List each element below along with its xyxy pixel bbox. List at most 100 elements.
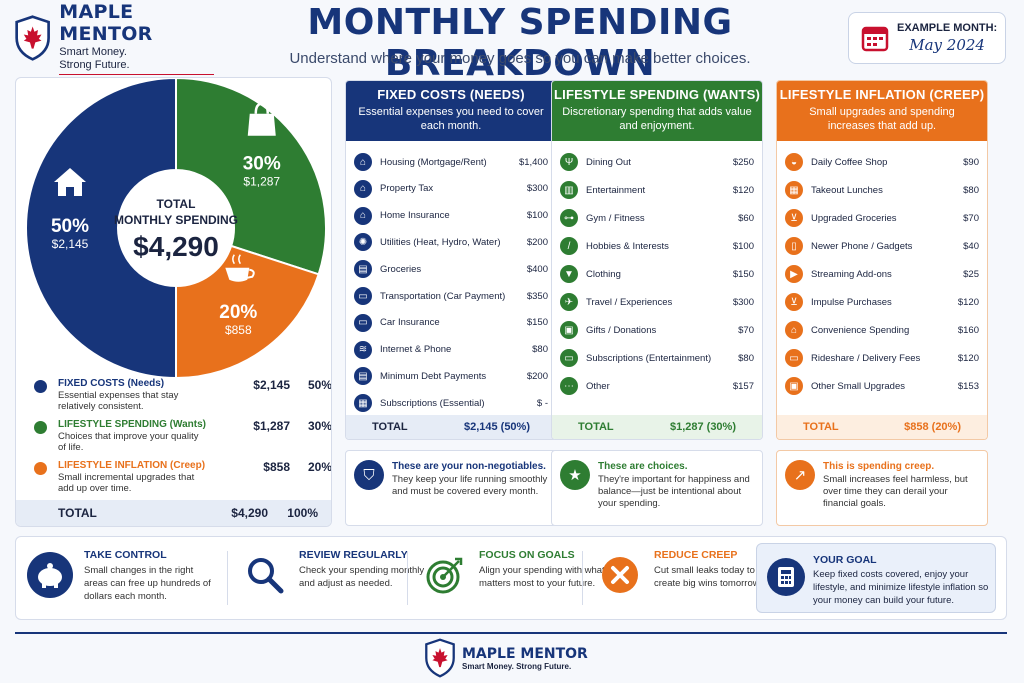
- item-value: $40: [963, 240, 979, 252]
- item-value: $80: [738, 352, 754, 364]
- item-value: $100: [732, 240, 754, 252]
- shirt-icon: ▼: [560, 265, 578, 283]
- total-percent: 100%: [287, 506, 318, 520]
- tip-divider: [227, 551, 228, 605]
- item-name: Transportation (Car Payment): [380, 290, 506, 302]
- item-value: $200: [526, 236, 548, 248]
- tip-item: REVIEW REGULARLY Check your spending mont…: [241, 545, 431, 611]
- list-item: ⋯ Other $157: [560, 375, 754, 397]
- note-text: They keep your life running smoothly and…: [392, 474, 548, 497]
- item-value: $150: [526, 317, 548, 329]
- column-items: ⌂ Housing (Mortgage/Rent) $1,400 ⌂ Property …: [346, 141, 556, 417]
- legend-amount: $858: [263, 460, 290, 474]
- column-total-label: TOTAL: [578, 421, 614, 433]
- column-total: TOTAL $858 (20%): [777, 415, 987, 439]
- legend-amount: $2,145: [253, 378, 290, 392]
- utensils-icon: Ψ: [560, 153, 578, 171]
- coffee-cup-icon: [225, 254, 255, 282]
- shield-house-icon: ⌂: [354, 206, 372, 225]
- item-name: Rideshare / Delivery Fees: [811, 352, 921, 364]
- list-item: ▭ Rideshare / Delivery Fees $120: [785, 347, 979, 369]
- category-column: LIFESTYLE SPENDING (WANTS) Discretionary …: [551, 80, 763, 440]
- tagline-line-1: Smart Money.: [59, 46, 127, 58]
- item-name: Clothing: [586, 268, 621, 280]
- item-name: Dining Out: [586, 156, 631, 168]
- list-item: ✺ Utilities (Heat, Hydro, Water) $200: [354, 231, 548, 253]
- item-value: $ -: [536, 397, 548, 409]
- item-value: $100: [526, 210, 548, 222]
- legend-percent: 20%: [307, 460, 332, 474]
- item-value: $157: [732, 380, 754, 392]
- piggy-bank-icon: [26, 551, 74, 599]
- list-item: Ψ Dining Out $250: [560, 151, 754, 173]
- calendar-icon: ▦: [354, 394, 372, 413]
- box-icon: ▣: [785, 377, 803, 395]
- item-name: Impulse Purchases: [811, 296, 892, 308]
- slice-percent-label: 50%: [51, 216, 89, 237]
- item-value: $350: [526, 290, 548, 302]
- legend-item: FIXED COSTS (Needs) Essential expenses th…: [34, 378, 331, 416]
- brand-logo: MAPLE MENTOR Smart Money. Strong Future.: [14, 1, 214, 75]
- center-total-value: $4,290: [133, 231, 219, 262]
- spending-summary-panel: 50% $2,145 30% $1,287 20% $858 TOTAL MONTHLY SP…: [15, 77, 332, 527]
- slice-percent-label: 20%: [219, 302, 257, 323]
- list-item: ▭ Subscriptions (Entertainment) $80: [560, 347, 754, 369]
- item-name: Minimum Debt Payments: [380, 370, 487, 382]
- column-title: LIFESTYLE SPENDING (WANTS): [554, 87, 760, 102]
- note-title: These are your non-negotiables.: [392, 461, 546, 472]
- tips-bar: TAKE CONTROL Small changes in the right a…: [15, 536, 1007, 620]
- column-note: ⛉ These are your non-negotiables. They kee…: [345, 450, 557, 526]
- item-value: $400: [526, 263, 548, 275]
- item-name: Streaming Add-ons: [811, 268, 892, 280]
- list-item: ⌂ Housing (Mortgage/Rent) $1,400: [354, 151, 548, 173]
- item-name: Travel / Experiences: [586, 296, 673, 308]
- category-column: FIXED COSTS (NEEDS) Essential expenses yo…: [345, 80, 557, 440]
- column-total-value: $1,287 (30%): [669, 421, 736, 433]
- goal-card: YOUR GOAL Keep fixed costs covered, enjo…: [756, 543, 996, 613]
- item-name: Upgraded Groceries: [811, 212, 897, 224]
- brand-name: MAPLE MENTOR: [59, 1, 153, 45]
- tip-divider: [407, 551, 408, 605]
- item-value: $160: [957, 324, 979, 336]
- total-amount: $4,290: [231, 506, 268, 520]
- tip-title: REVIEW REGULARLY: [299, 549, 408, 561]
- item-name: Convenience Spending: [811, 324, 910, 336]
- item-value: $200: [526, 370, 548, 382]
- item-value: $70: [963, 212, 979, 224]
- column-total-value: $858 (20%): [904, 421, 961, 433]
- goal-title: YOUR GOAL: [813, 554, 877, 566]
- tip-divider: [582, 551, 583, 605]
- list-item: ▭ Transportation (Car Payment) $350: [354, 285, 548, 307]
- legend-dot: [34, 380, 47, 393]
- tagline-line-2: Strong Future.: [59, 59, 130, 71]
- tip-text: Small changes in the right areas can fre…: [84, 565, 211, 602]
- item-name: Other Small Upgrades: [811, 380, 905, 392]
- maple-leaf-shield-icon: [15, 15, 50, 61]
- target-icon: [421, 551, 469, 599]
- list-item: ▣ Other Small Upgrades $153: [785, 375, 979, 397]
- list-item: ▼ Clothing $150: [560, 263, 754, 285]
- car-icon: ▭: [354, 287, 372, 305]
- tip-item: FOCUS ON GOALS Align your spending with w…: [421, 545, 611, 611]
- item-value: $250: [732, 156, 754, 168]
- more-icon: ⋯: [560, 377, 578, 395]
- item-name: Subscriptions (Essential): [380, 397, 485, 409]
- list-item: ▭ Car Insurance $150: [354, 312, 548, 334]
- item-name: Utilities (Heat, Hydro, Water): [380, 236, 501, 248]
- footer-brand-name: MAPLE MENTOR: [462, 645, 588, 662]
- legend-name: LIFESTYLE SPENDING (Wants): [58, 419, 206, 430]
- column-note: ↗ This is spending creep. Small increases …: [776, 450, 988, 526]
- note-text: Small increases feel harmless, but over …: [823, 474, 968, 509]
- play-icon: ▶: [785, 265, 803, 283]
- list-item: ▯ Newer Phone / Gadgets $40: [785, 235, 979, 257]
- shield-icon: ⛉: [354, 460, 384, 490]
- item-name: Other: [586, 380, 610, 392]
- spending-pie-chart: 50%$2,145 30%$1,287 20%$858 TOTAL MONTHLY SP…: [25, 78, 327, 378]
- house-icon: [54, 168, 86, 196]
- item-name: Property Tax: [380, 183, 434, 195]
- column-desc: Small upgrades and spending increases th…: [809, 106, 955, 132]
- legend-desc: Choices that improve your quality of lif…: [58, 431, 199, 453]
- item-name: Takeout Lunches: [811, 184, 883, 196]
- dumbbell-icon: ⊶: [560, 209, 578, 227]
- item-name: Internet & Phone: [380, 344, 452, 356]
